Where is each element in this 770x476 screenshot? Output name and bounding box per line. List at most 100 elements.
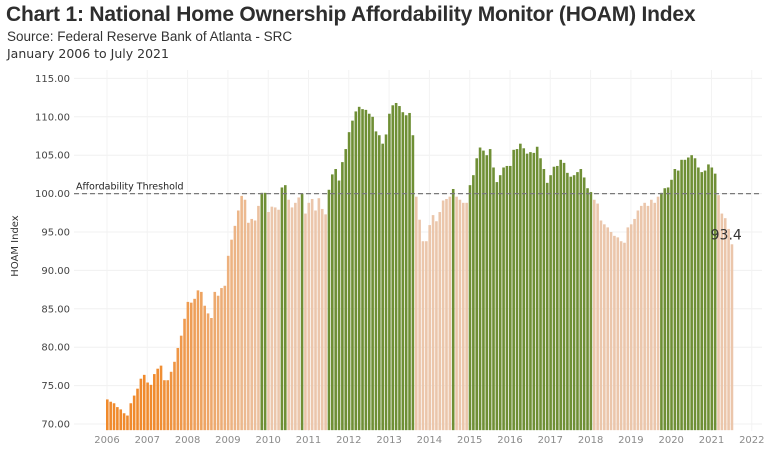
bar: [522, 148, 526, 431]
bar: [683, 159, 687, 431]
bar: [384, 134, 388, 431]
x-axis-ticks: 2006 2007 2008 2009 2010 2011 2012 2013 2014 2015…: [94, 435, 764, 446]
bar: [374, 131, 378, 431]
bar: [404, 115, 408, 431]
last-value-label: 93.4: [711, 227, 742, 243]
x-tick-label: 2020: [658, 435, 683, 446]
bar: [650, 199, 653, 431]
bar: [203, 305, 206, 431]
bar: [586, 188, 589, 431]
x-tick-label: 2019: [618, 435, 643, 446]
x-tick-label: 2021: [699, 435, 724, 446]
x-tick-label: 2014: [417, 435, 442, 446]
bar: [210, 318, 213, 431]
bar: [455, 196, 458, 431]
bar: [418, 219, 421, 431]
bar: [304, 213, 307, 431]
bar: [673, 169, 677, 431]
bar: [676, 170, 680, 431]
bar: [690, 155, 693, 431]
bar: [465, 202, 468, 431]
bar: [723, 218, 727, 431]
bar: [126, 415, 129, 431]
x-tick-label: 2022: [739, 435, 764, 446]
x-tick-label: 2016: [497, 435, 522, 446]
bar: [475, 158, 479, 431]
bar: [166, 380, 170, 431]
bar: [213, 291, 217, 431]
bars: [106, 102, 734, 431]
bar: [411, 135, 415, 431]
bar: [666, 187, 670, 431]
bar: [609, 232, 613, 431]
bar: [700, 172, 704, 431]
bar: [435, 221, 438, 431]
y-tick-label: 85.00: [41, 304, 70, 315]
bar: [616, 237, 620, 431]
bar: [576, 172, 579, 431]
bar: [458, 199, 462, 431]
bar: [334, 169, 337, 431]
bar: [327, 189, 331, 431]
bar: [294, 202, 297, 431]
bar: [119, 409, 123, 431]
chart-source: Source: Federal Reserve Bank of Atlanta …: [7, 29, 293, 44]
bar: [569, 176, 573, 431]
bar: [663, 188, 667, 431]
bar: [146, 382, 149, 431]
bar: [478, 147, 482, 431]
bar: [183, 318, 186, 431]
bar: [112, 403, 116, 431]
bar: [556, 165, 559, 431]
bar: [169, 371, 173, 431]
bar: [495, 182, 499, 431]
bar: [173, 361, 176, 431]
bar: [381, 143, 384, 431]
bar: [240, 195, 243, 431]
bar: [109, 401, 112, 431]
bar: [660, 192, 663, 431]
bar: [425, 241, 428, 431]
chart-title: Chart 1: National Home Ownership Afforda…: [6, 3, 696, 26]
bar: [529, 152, 532, 431]
bar: [367, 113, 371, 431]
bar: [142, 374, 146, 431]
bar: [324, 214, 327, 431]
bar: [129, 403, 133, 431]
bar: [626, 227, 630, 431]
bar: [186, 301, 190, 431]
bar: [243, 199, 247, 431]
bar: [297, 197, 301, 431]
bar: [498, 175, 502, 431]
bar: [263, 192, 267, 431]
bar: [156, 368, 159, 431]
bar: [106, 399, 109, 431]
x-tick-label: 2009: [215, 435, 240, 446]
bar: [250, 218, 254, 431]
bar: [253, 220, 257, 431]
x-tick-label: 2011: [296, 435, 321, 446]
bar: [542, 169, 546, 431]
bar: [307, 202, 311, 431]
bar: [132, 395, 136, 431]
bar: [566, 172, 569, 431]
bar: [230, 239, 233, 431]
y-tick-label: 105.00: [35, 151, 70, 162]
bar: [646, 205, 650, 431]
bar: [206, 313, 210, 431]
bar: [331, 174, 334, 431]
bar: [408, 112, 411, 431]
bar: [485, 155, 489, 431]
bar: [290, 207, 294, 431]
bar: [670, 179, 673, 431]
bar: [189, 302, 193, 431]
bar: [193, 298, 196, 431]
bar: [277, 209, 280, 431]
bar: [300, 193, 304, 431]
bar: [482, 150, 485, 431]
bar: [223, 285, 227, 431]
bar: [720, 213, 724, 431]
affordability-threshold-label: Affordability Threshold: [76, 182, 184, 193]
bar: [693, 158, 697, 431]
x-tick-label: 2018: [578, 435, 603, 446]
